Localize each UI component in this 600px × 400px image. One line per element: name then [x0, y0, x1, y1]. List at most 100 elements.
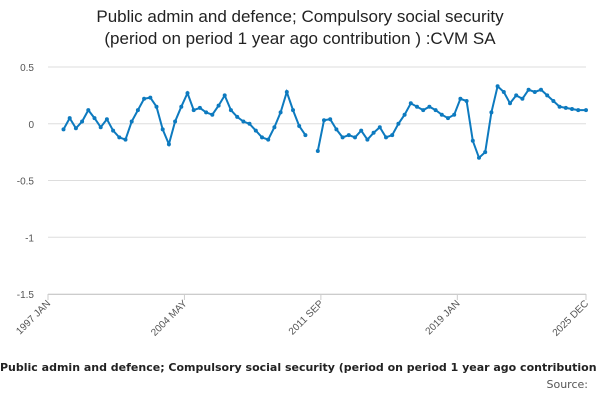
data-point [328, 117, 333, 122]
y-tick-label: -1.5 [17, 290, 35, 301]
y-axis-ticks: 0.5 0 -0.5 -1 -1.5 [17, 63, 35, 301]
data-point [278, 110, 283, 115]
data-point [539, 87, 543, 92]
data-point [185, 91, 190, 96]
x-tick-label: 2019 JAN [424, 298, 463, 337]
data-point [154, 104, 159, 109]
data-point [123, 137, 128, 142]
series-label: Public admin and defence; Compulsory soc… [0, 361, 600, 377]
data-point [514, 93, 519, 98]
data-point [427, 104, 432, 109]
data-point [415, 104, 419, 109]
data-point [216, 103, 221, 108]
data-point [489, 110, 494, 115]
data-point [377, 125, 382, 130]
data-point [148, 95, 153, 100]
data-point [470, 138, 475, 143]
data-point [80, 119, 85, 124]
source-label: Source: [546, 378, 589, 391]
data-point [61, 127, 66, 132]
data-point [421, 108, 426, 113]
y-tick-label: 0.5 [20, 63, 34, 74]
data-point [452, 112, 457, 117]
data-point [340, 135, 345, 140]
data-point [501, 90, 506, 94]
data-point [584, 108, 588, 113]
data-point [433, 108, 438, 113]
data-point [260, 135, 264, 140]
data-point [551, 99, 556, 103]
data-point [464, 99, 469, 103]
data-point [197, 105, 202, 110]
data-point [117, 135, 122, 140]
x-tick-label: 2004 MAY [149, 298, 190, 339]
data-point [365, 137, 370, 142]
data-point [247, 121, 252, 126]
data-point [266, 137, 271, 142]
data-point [73, 126, 78, 131]
chart-title: Public admin and defence; Compulsory soc… [0, 6, 600, 50]
data-point [526, 87, 531, 92]
data-point [576, 108, 581, 113]
data-point [160, 127, 165, 132]
data-point [477, 155, 481, 160]
x-axis-ticks: 1997 JAN 2004 MAY 2011 SEP 2019 JAN 2025 DEC [14, 294, 591, 339]
data-point [204, 110, 209, 115]
data-point [222, 93, 227, 98]
data-point [520, 96, 525, 101]
data-point [272, 125, 277, 130]
chart-title-line-2: (period on period 1 year ago contributio… [104, 29, 496, 48]
data-point [384, 135, 388, 140]
data-point [135, 108, 140, 113]
series-points [61, 84, 588, 160]
data-point [371, 130, 376, 135]
data-point [322, 118, 326, 123]
data-point [173, 119, 178, 124]
x-tick-label: 2025 DEC [551, 298, 591, 338]
data-point [458, 96, 463, 101]
series-label-text: Public admin and defence; Compulsory soc… [0, 361, 600, 374]
data-point [228, 108, 233, 113]
data-point [408, 101, 413, 106]
data-point [129, 119, 134, 124]
x-tick-label: 2011 SEP [287, 298, 326, 337]
data-point [210, 112, 215, 117]
data-point [570, 107, 574, 111]
data-point [86, 108, 91, 113]
data-point [104, 117, 109, 122]
data-point [315, 149, 320, 153]
data-point [98, 125, 103, 130]
data-point [545, 93, 550, 98]
data-point [359, 128, 364, 133]
data-point [111, 128, 116, 133]
data-point [563, 105, 568, 110]
data-point [557, 104, 562, 109]
chart-title-line-1: Public admin and defence; Compulsory soc… [96, 7, 504, 26]
data-point [439, 112, 444, 117]
data-point [402, 112, 407, 117]
x-tick-label: 1997 JAN [14, 298, 53, 337]
data-point [191, 108, 196, 113]
data-point [241, 119, 246, 124]
data-point [142, 96, 147, 101]
grid-lines [48, 66, 586, 295]
data-point [353, 135, 357, 140]
data-point [303, 133, 308, 138]
data-point [390, 133, 395, 138]
data-point [495, 84, 500, 89]
data-point [446, 116, 450, 121]
data-point [297, 124, 302, 128]
data-point [346, 133, 351, 138]
data-point [532, 90, 537, 94]
data-point [508, 101, 512, 106]
y-tick-label: -1 [25, 233, 34, 244]
data-point [253, 128, 258, 133]
data-point [67, 116, 72, 121]
data-point [396, 121, 401, 126]
data-point [166, 142, 171, 147]
y-tick-label: 0 [28, 120, 34, 131]
data-point [291, 108, 295, 113]
data-point [235, 114, 240, 119]
